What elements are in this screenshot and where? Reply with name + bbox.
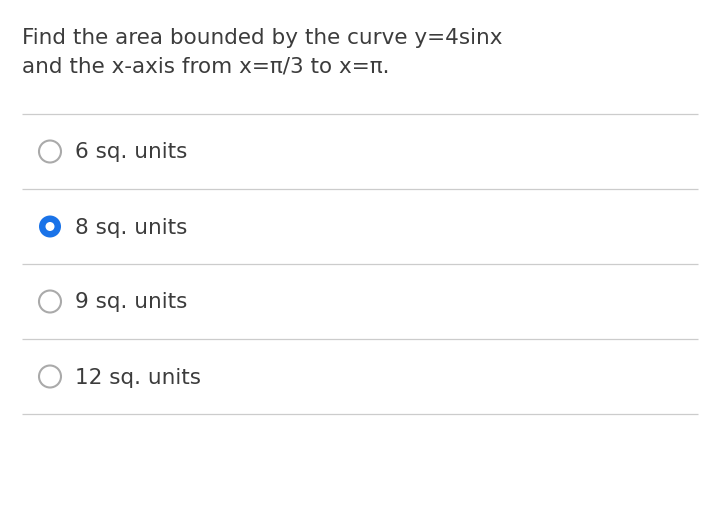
- Text: Find the area bounded by the curve y=4sinx: Find the area bounded by the curve y=4si…: [22, 28, 503, 48]
- Text: 9 sq. units: 9 sq. units: [75, 292, 187, 312]
- Text: and the x-axis from x=π/3 to x=π.: and the x-axis from x=π/3 to x=π.: [22, 56, 390, 76]
- Text: 8 sq. units: 8 sq. units: [75, 217, 187, 237]
- Circle shape: [39, 291, 61, 313]
- Text: 12 sq. units: 12 sq. units: [75, 367, 201, 387]
- Circle shape: [45, 223, 55, 231]
- Circle shape: [39, 141, 61, 163]
- Circle shape: [39, 366, 61, 388]
- Text: 6 sq. units: 6 sq. units: [75, 142, 187, 162]
- Circle shape: [39, 216, 61, 238]
